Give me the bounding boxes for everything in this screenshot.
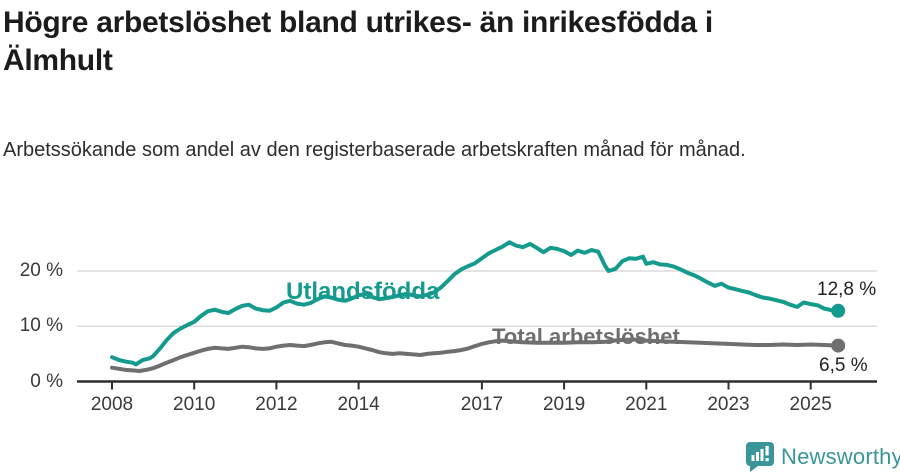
end-value-label-total: 6,5 % [819,355,868,376]
series-line [110,337,841,373]
x-axis [77,380,877,390]
newsworthy-logo-text: Newsworthy [781,443,900,469]
series-line [110,240,841,367]
y-tick-label: 10 % [19,315,63,337]
x-tick-label: 2008 [90,394,134,415]
x-tick-label: 2012 [255,394,298,415]
gridlines [77,270,877,327]
series-label-total-arbetsloshet: Total arbetslöshet [492,324,680,349]
series-end-dot [831,303,846,318]
x-tick-label: 2017 [460,394,504,415]
x-tick-label: 2019 [542,394,586,415]
series-lines [110,240,846,373]
chart-subtitle: Arbetssökande som andel av den registerb… [3,139,746,161]
end-value-label-utlandsfodda: 12,8 % [817,279,877,300]
newsworthy-logo-icon [746,442,774,472]
x-tick-label: 2023 [707,394,750,415]
page-title: Högre arbetslöshet bland utrikes- än inr… [3,6,713,78]
x-tick-label: 2014 [337,394,380,415]
series-label-utlandsfodda: Utlandsfödda [286,278,440,305]
x-tick-label: 2025 [789,394,832,415]
y-tick-label: 20 % [19,260,63,281]
newsworthy-logo[interactable]: Newsworthy [745,441,900,472]
y-tick-label: 0 % [30,370,63,392]
x-tick-label: 2010 [173,394,216,415]
x-tick-label: 2021 [625,394,668,415]
series-end-dot [831,338,846,353]
